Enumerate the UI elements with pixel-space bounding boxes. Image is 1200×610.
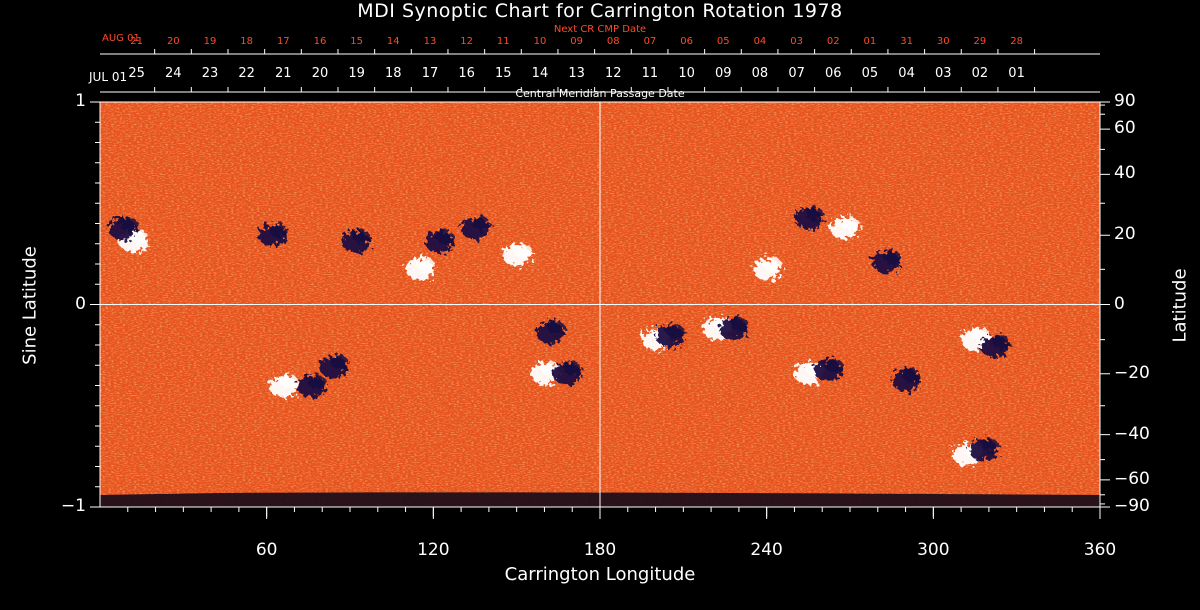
cmp-date: 07 bbox=[788, 66, 805, 81]
next-cmp-date: 21 bbox=[130, 36, 144, 47]
cmp-date: 20 bbox=[311, 66, 329, 81]
cmp-date: 23 bbox=[201, 66, 219, 81]
next-cmp-date: 16 bbox=[313, 36, 327, 47]
x-axis-title: Carrington Longitude bbox=[504, 564, 696, 585]
cmp-date: 25 bbox=[128, 66, 145, 81]
negative-region bbox=[341, 229, 371, 253]
next-cmp-date: 20 bbox=[166, 36, 180, 47]
x-tick-label: 120 bbox=[417, 540, 450, 560]
cmp-date: 11 bbox=[641, 66, 659, 81]
cmp-date: 01 bbox=[1008, 66, 1025, 81]
next-cmp-date: 31 bbox=[900, 36, 913, 47]
negative-region bbox=[872, 250, 902, 274]
next-cmp-date: 07 bbox=[643, 36, 657, 47]
next-cmp-date: 03 bbox=[790, 36, 803, 47]
next-cmp-date: 05 bbox=[716, 36, 730, 47]
cmp-date: 19 bbox=[348, 66, 365, 81]
cmp-date: 17 bbox=[421, 66, 439, 81]
cmp-date: 12 bbox=[605, 66, 622, 81]
cmp-start-label: JUL 01 bbox=[89, 70, 128, 84]
negative-region bbox=[258, 223, 288, 247]
y-right-tick-label: −90 bbox=[1114, 496, 1150, 516]
cmp-date: 16 bbox=[458, 66, 475, 81]
next-cmp-date: 09 bbox=[570, 36, 583, 47]
positive-region bbox=[269, 374, 299, 398]
y-left-tick-label: −1 bbox=[60, 496, 86, 516]
next-cmp-date: 13 bbox=[423, 36, 437, 47]
cmp-date: 22 bbox=[238, 66, 255, 81]
y-right-tick-label: 40 bbox=[1114, 163, 1136, 184]
next-cmp-date: 04 bbox=[753, 36, 767, 47]
next-cmp-date: 06 bbox=[680, 36, 693, 47]
positive-region bbox=[405, 257, 435, 281]
positive-region bbox=[502, 243, 532, 267]
cmp-date: 10 bbox=[678, 66, 695, 81]
negative-region bbox=[719, 317, 749, 341]
positive-region bbox=[830, 216, 860, 240]
cmp-date: 05 bbox=[861, 66, 879, 81]
y-right-tick-label: −20 bbox=[1114, 362, 1150, 383]
x-tick-label: 360 bbox=[1083, 540, 1117, 560]
negative-region bbox=[319, 355, 349, 379]
next-cmp-date: 18 bbox=[240, 36, 254, 47]
cmp-date: 21 bbox=[275, 66, 292, 81]
x-tick-label: 60 bbox=[255, 540, 278, 560]
negative-region bbox=[655, 324, 685, 348]
cmp-date: 09 bbox=[714, 66, 732, 81]
cmp-date: 04 bbox=[898, 66, 915, 81]
next-cmp-axis-label: Next CR CMP Date bbox=[553, 24, 647, 35]
cmp-date: 06 bbox=[824, 66, 842, 81]
cmp-date: 14 bbox=[531, 66, 549, 81]
negative-region bbox=[794, 206, 824, 230]
negative-region bbox=[108, 216, 138, 240]
y-right-tick-label: 0 bbox=[1114, 293, 1125, 314]
next-cmp-date: 30 bbox=[936, 36, 950, 47]
negative-region bbox=[461, 216, 490, 240]
x-tick-label: 180 bbox=[583, 540, 617, 560]
chart-title: MDI Synoptic Chart for Carrington Rotati… bbox=[357, 0, 843, 22]
cmp-date: 02 bbox=[971, 66, 989, 81]
cmp-date: 13 bbox=[568, 66, 585, 81]
y-axis-title-right: Latitude bbox=[1169, 268, 1191, 343]
cmp-date: 18 bbox=[385, 66, 402, 81]
y-left-tick-label: 0 bbox=[75, 293, 86, 314]
next-cmp-date: 14 bbox=[386, 36, 400, 47]
negative-region bbox=[969, 438, 999, 462]
y-right-tick-label: 90 bbox=[1114, 91, 1136, 111]
next-cmp-date: 15 bbox=[350, 36, 364, 47]
cmp-date: 24 bbox=[165, 66, 182, 81]
next-cmp-date: 29 bbox=[973, 36, 987, 47]
negative-region bbox=[813, 358, 843, 382]
next-cmp-date: 28 bbox=[1010, 36, 1023, 47]
y-right-tick-label: −60 bbox=[1114, 468, 1150, 489]
negative-region bbox=[424, 229, 454, 253]
y-right-tick-label: 20 bbox=[1114, 224, 1136, 245]
y-axis-title-left: Sine Latitude bbox=[19, 246, 41, 365]
cmp-date: 03 bbox=[934, 66, 952, 81]
negative-region bbox=[552, 361, 582, 385]
y-left-tick-label: 1 bbox=[75, 91, 86, 111]
next-cmp-date: 01 bbox=[863, 36, 877, 47]
next-cmp-date: 10 bbox=[533, 36, 547, 47]
negative-region bbox=[536, 320, 565, 344]
negative-region bbox=[891, 368, 921, 392]
x-tick-label: 300 bbox=[917, 540, 950, 560]
cmp-date: 08 bbox=[751, 66, 769, 81]
next-cmp-start-label: AUG 01 bbox=[102, 33, 140, 44]
next-cmp-date: 08 bbox=[606, 36, 620, 47]
next-cmp-date: 17 bbox=[276, 36, 290, 47]
next-cmp-date: 02 bbox=[826, 36, 840, 47]
y-right-tick-label: 60 bbox=[1114, 118, 1136, 139]
next-cmp-date: 12 bbox=[460, 36, 473, 47]
x-tick-label: 240 bbox=[750, 540, 783, 560]
y-right-tick-label: −40 bbox=[1114, 423, 1150, 444]
negative-region bbox=[297, 374, 327, 398]
next-cmp-date: 19 bbox=[203, 36, 217, 47]
next-cmp-date: 11 bbox=[496, 36, 510, 47]
negative-region bbox=[980, 334, 1010, 358]
cmp-date: 15 bbox=[495, 66, 512, 81]
positive-region bbox=[752, 257, 782, 281]
